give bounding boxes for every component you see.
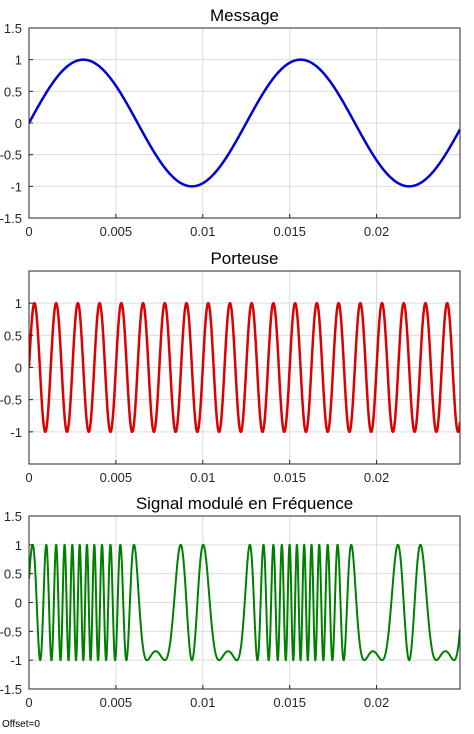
chart-3: 0 0.005 0.01 0.015 0.02 1.5 1 0.5 0 -0.5 -1 -1.5 Sig…: [0, 494, 461, 710]
y-tick-label: -1.5: [0, 682, 22, 697]
x-tick-label: 0.015: [273, 695, 306, 710]
chart-2: 0 0.005 0.01 0.015 0.02 1 0.5 0 -0.5 -1 Porteuse: [0, 249, 461, 485]
x-tick-label: 0.02: [364, 470, 389, 485]
y-tick-label: 0: [15, 361, 22, 376]
offset-footnote: Offset=0: [2, 719, 40, 730]
y-tick-label: -0.5: [0, 393, 22, 408]
x-tick-label: 0.02: [364, 695, 389, 710]
x-tick-label: 0: [25, 470, 32, 485]
y-tick-label: -0.5: [0, 624, 22, 639]
y-tick-label: 0.5: [4, 567, 22, 582]
chart-title: Porteuse: [210, 249, 278, 268]
chart-title: Signal modulé en Fréquence: [136, 494, 353, 513]
y-tick-label: 1: [15, 538, 22, 553]
chart-title: Message: [210, 6, 279, 25]
y-tick-label: -0.5: [0, 148, 22, 163]
y-tick-label: 0: [15, 116, 22, 131]
y-tick-label: 0.5: [4, 328, 22, 343]
y-tick-label: 1: [15, 53, 22, 68]
x-tick-label: 0.005: [100, 224, 133, 239]
x-tick-label: 0.01: [190, 224, 215, 239]
y-tick-label: 0: [15, 596, 22, 611]
y-tick-label: -1: [10, 653, 22, 668]
x-tick-label: 0.01: [190, 695, 215, 710]
x-tick-label: 0.015: [273, 470, 306, 485]
y-tick-label: 1: [15, 296, 22, 311]
series-line: [29, 301, 460, 434]
y-tick-label: 1.5: [4, 21, 22, 36]
x-tick-label: 0: [25, 224, 32, 239]
series-line: [29, 543, 460, 662]
y-tick-label: -1.5: [0, 211, 22, 226]
chart-1: 0 0.005 0.01 0.015 0.02 1.5 1 0.5 0 -0.5 -1 -1.5 Mes…: [0, 6, 461, 239]
x-tick-label: 0.005: [100, 695, 133, 710]
y-tick-label: 0.5: [4, 84, 22, 99]
y-tick-label: -1: [10, 179, 22, 194]
x-tick-label: 0.02: [364, 224, 389, 239]
y-tick-label: -1: [10, 425, 22, 440]
series-line: [29, 58, 460, 188]
y-tick-label: 1.5: [4, 509, 22, 524]
x-tick-label: 0.005: [100, 470, 133, 485]
x-tick-label: 0: [25, 695, 32, 710]
x-tick-label: 0.015: [273, 224, 306, 239]
x-tick-label: 0.01: [190, 470, 215, 485]
